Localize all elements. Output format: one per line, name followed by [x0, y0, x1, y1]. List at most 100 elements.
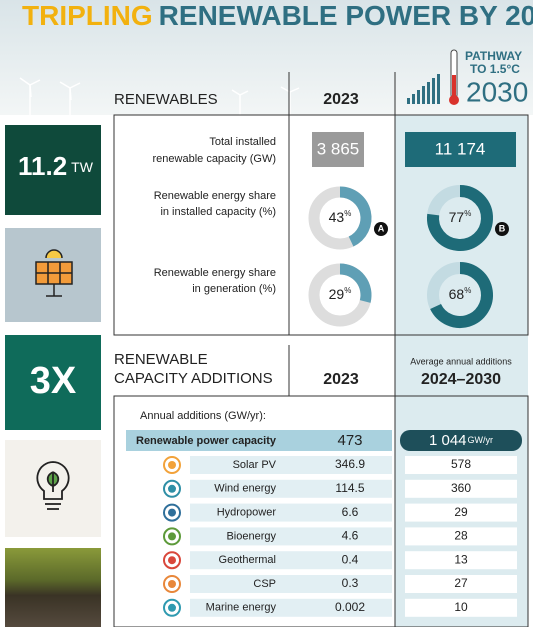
donut-arc [339, 186, 372, 247]
row-label: Hydropower [217, 507, 277, 519]
row-label: Renewable energy share [154, 190, 276, 202]
donut-value: 29 [329, 286, 345, 302]
additions-heading: CAPACITY ADDITIONS [114, 370, 273, 387]
additions-subheading: Annual additions (GW/yr): [140, 410, 266, 422]
capacity-number: 11.2 [18, 151, 67, 181]
donut-label: 77% [449, 209, 472, 225]
total-row-band [126, 430, 392, 451]
donut-unit: % [344, 209, 351, 218]
target-number: 1 044 [429, 432, 467, 449]
pathway-icon [407, 49, 459, 105]
pathway-line: PATHWAY [465, 49, 522, 63]
additions-heading: RENEWABLE [114, 351, 208, 368]
target-value: 10 [454, 600, 468, 614]
target-band [405, 503, 517, 522]
header-background [0, 0, 533, 115]
row-label: renewable capacity (GW) [153, 153, 277, 165]
row-label: Geothermal [219, 554, 276, 566]
col-current: 2023 [323, 371, 359, 388]
donut-arc [427, 185, 493, 251]
renewables-heading: RENEWABLES [114, 91, 218, 108]
donut-value: 68 [449, 286, 465, 302]
current-value: 114.5 [335, 481, 364, 495]
multiplier-panel [5, 335, 101, 430]
current-value: 473 [337, 432, 362, 449]
row-label: Total installed [209, 136, 276, 148]
row-band [190, 575, 392, 593]
donut-arc [430, 262, 493, 328]
donut-value: 77 [449, 209, 465, 225]
current-value: 6.6 [342, 505, 359, 519]
additions-box [113, 395, 529, 627]
title-highlight: TRIPLING [22, 0, 153, 31]
solar-icon [35, 249, 73, 297]
current-value: 0.002 [335, 600, 365, 614]
target-band [405, 598, 517, 617]
row-label: in generation (%) [192, 283, 276, 295]
row-band [190, 598, 392, 617]
donut-arc [339, 263, 372, 303]
col-current: 2023 [323, 91, 359, 108]
row-band [190, 479, 392, 498]
target-band [405, 551, 517, 570]
donut-unit: % [464, 209, 471, 218]
target-band [405, 456, 517, 474]
row-label: Wind energy [214, 483, 276, 495]
current-value: 0.3 [342, 576, 359, 590]
landscape-tile [5, 548, 101, 627]
title: TRIPLING RENEWABLE POWER BY 2030 [22, 0, 533, 31]
donut-label: 43% [329, 209, 352, 225]
target-total: 11 174 [435, 139, 486, 158]
target-value: 1 044GW/yr [429, 432, 493, 449]
capacity-panel [5, 125, 101, 215]
badge-label: A [378, 223, 385, 233]
target-value: 13 [454, 552, 468, 566]
col-target-note: Average annual additions [410, 356, 512, 366]
current-total: 3 865 [317, 139, 360, 158]
col-target: 2030 [466, 76, 528, 107]
current-value: 0.4 [342, 552, 359, 566]
target-band [405, 479, 517, 498]
row-band [190, 456, 392, 474]
row-label: in installed capacity (%) [160, 206, 276, 218]
target-band [405, 527, 517, 546]
col-target: 2024–2030 [421, 371, 501, 388]
donut-label: 68% [449, 286, 472, 302]
row-label: Bioenergy [226, 530, 276, 542]
row-band [190, 503, 392, 522]
target-total-pill [400, 430, 522, 451]
donut-label: 29% [329, 286, 352, 302]
capacity-unit: TW [71, 159, 94, 175]
donut-value: 43 [329, 209, 345, 225]
donut-unit: % [344, 286, 351, 295]
row-label: CSP [253, 578, 276, 590]
current-value: 4.6 [342, 529, 359, 543]
current-value: 346.9 [335, 457, 365, 471]
row-label: Marine energy [206, 602, 277, 614]
row-icon-core [168, 484, 176, 493]
target-value: 578 [451, 457, 471, 471]
row-icon-core [168, 580, 176, 588]
row-icon-core [168, 556, 176, 565]
donut-unit: % [464, 286, 471, 295]
capacity-value: 11.2 TW [18, 151, 94, 181]
pathway-line: TO 1.5°C [470, 62, 520, 76]
target-band [405, 575, 517, 593]
title-rest: RENEWABLE POWER BY 2030 [159, 0, 533, 31]
badge [495, 222, 509, 236]
renewables-box [113, 114, 529, 336]
target-total-box [405, 132, 516, 167]
current-total-box [312, 132, 364, 167]
row-label: Renewable power capacity [136, 435, 277, 447]
badge-label: B [499, 223, 506, 233]
row-band [190, 527, 392, 546]
badge [374, 222, 388, 236]
target-value: 28 [454, 529, 468, 543]
row-icon-core [168, 508, 176, 517]
row-icon-core [168, 461, 176, 469]
target-value: 27 [454, 576, 468, 590]
row-label: Solar PV [233, 459, 277, 471]
target-unit: GW/yr [468, 435, 494, 445]
